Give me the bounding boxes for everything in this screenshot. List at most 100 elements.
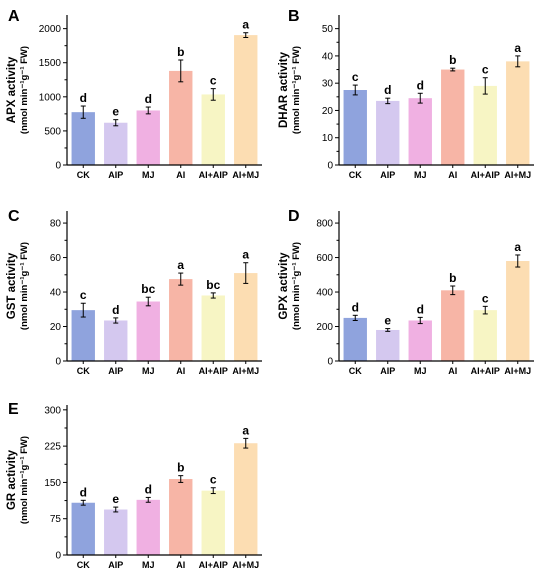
significance-letter: a xyxy=(242,248,249,262)
x-tick-label: AIP xyxy=(380,170,395,180)
y-tick-label: 20 xyxy=(50,322,62,333)
bar-mj xyxy=(136,301,160,361)
significance-letter: a xyxy=(514,41,521,55)
x-tick-label: CK xyxy=(349,170,362,180)
y-axis-label: APX activity xyxy=(6,56,18,123)
bar-ai-plus-aip xyxy=(201,490,225,555)
bar-ai-plus-aip xyxy=(473,85,497,165)
x-tick-label: CK xyxy=(77,170,90,180)
bar-aip xyxy=(104,509,128,555)
y-tick-label: 0 xyxy=(327,161,333,172)
bar-ai-plus-mj xyxy=(234,443,258,555)
panel-letter: A xyxy=(8,8,20,25)
bar-aip xyxy=(376,100,400,165)
bar-ck xyxy=(71,310,95,361)
bar-mj xyxy=(408,320,432,361)
bar-ck xyxy=(343,317,367,361)
significance-letter: e xyxy=(112,105,119,119)
x-tick-label: AIP xyxy=(108,170,123,180)
panel-a: Ad CK e AIP d MJ b AI c AI+AIP a AI+MJ 0 500 1000 1500 2… xyxy=(6,8,262,180)
y-tick-label: 150 xyxy=(44,478,61,489)
x-tick-label: CK xyxy=(77,560,90,568)
panel-e: Ed CK e AIP d MJ b AI c AI+AIP a AI+MJ 0 75 150 225 300 G… xyxy=(6,401,262,568)
significance-letter: a xyxy=(514,240,521,254)
x-tick-label: AI xyxy=(176,560,185,568)
significance-letter: c xyxy=(482,63,489,77)
y-axis-unit: (nmol min⁻¹g⁻¹ FW) xyxy=(19,436,30,524)
bar-mj xyxy=(136,110,160,165)
y-axis-label: DHAR activity xyxy=(278,51,290,128)
significance-letter: d xyxy=(417,302,424,316)
significance-letter: d xyxy=(80,485,87,499)
bar-ai-plus-mj xyxy=(506,261,530,361)
significance-letter: d xyxy=(80,91,87,105)
bar-ai-plus-aip xyxy=(201,94,225,165)
x-tick-label: AI+AIP xyxy=(199,366,228,376)
bar-aip xyxy=(104,122,128,165)
significance-letter: d xyxy=(352,300,359,314)
y-axis-unit: (nmol min⁻¹g⁻¹ FW) xyxy=(291,46,302,134)
x-tick-label: AI+MJ xyxy=(232,560,259,568)
significance-letter: b xyxy=(177,461,184,475)
x-tick-label: AIP xyxy=(108,560,123,568)
y-tick-label: 1000 xyxy=(39,92,62,103)
x-tick-label: AI+MJ xyxy=(232,170,259,180)
panel-letter: E xyxy=(8,401,19,418)
significance-letter: a xyxy=(242,423,249,437)
panel-letter: C xyxy=(8,208,20,225)
panel-d: Dd CK e AIP d MJ b AI c AI+AIP a AI+MJ 0 200 400 600 800… xyxy=(278,208,534,376)
x-tick-label: MJ xyxy=(414,170,427,180)
y-tick-label: 40 xyxy=(50,288,62,299)
y-axis-unit: (nmol min⁻¹g⁻¹ FW) xyxy=(19,242,30,330)
significance-letter: b xyxy=(177,45,184,59)
bar-ai-plus-aip xyxy=(201,295,225,361)
significance-letter: d xyxy=(145,92,152,106)
significance-letter: e xyxy=(384,314,391,328)
significance-letter: b xyxy=(449,53,456,67)
x-tick-label: AI+AIP xyxy=(199,170,228,180)
y-axis-label: GR activity xyxy=(6,449,18,510)
y-tick-label: 0 xyxy=(55,551,61,562)
significance-letter: d xyxy=(384,83,391,97)
y-tick-label: 800 xyxy=(316,219,333,230)
x-tick-label: AI+AIP xyxy=(199,560,228,568)
significance-letter: c xyxy=(482,291,489,305)
y-axis-label: GST activity xyxy=(6,252,18,319)
y-tick-label: 1500 xyxy=(39,58,62,69)
significance-letter: d xyxy=(112,303,119,317)
significance-letter: bc xyxy=(206,278,220,292)
significance-letter: d xyxy=(145,482,152,496)
bar-ai-plus-aip xyxy=(473,310,497,361)
x-tick-label: AI+AIP xyxy=(471,366,500,376)
y-tick-label: 0 xyxy=(55,161,61,172)
significance-letter: c xyxy=(210,74,217,88)
y-tick-label: 30 xyxy=(322,79,334,90)
x-tick-label: MJ xyxy=(142,170,155,180)
bar-ck xyxy=(71,112,95,165)
x-tick-label: AI+MJ xyxy=(504,366,531,376)
bar-ai xyxy=(441,69,465,165)
y-tick-label: 300 xyxy=(44,405,61,416)
bar-aip xyxy=(104,320,128,361)
y-tick-label: 225 xyxy=(44,442,61,453)
significance-letter: e xyxy=(112,492,119,506)
y-tick-label: 50 xyxy=(322,24,334,35)
x-tick-label: MJ xyxy=(142,560,155,568)
y-tick-label: 20 xyxy=(322,106,334,117)
significance-letter: a xyxy=(177,258,184,272)
bar-ck xyxy=(71,502,95,555)
significance-letter: a xyxy=(242,18,249,32)
panel-letter: D xyxy=(288,208,300,225)
bar-ai-plus-mj xyxy=(234,273,258,361)
x-tick-label: AIP xyxy=(380,366,395,376)
y-tick-label: 10 xyxy=(322,133,334,144)
bar-ck xyxy=(343,90,367,165)
y-tick-label: 0 xyxy=(55,357,61,368)
y-tick-label: 60 xyxy=(50,253,62,264)
x-tick-label: AI+MJ xyxy=(232,366,259,376)
bar-ai xyxy=(169,70,193,165)
significance-letter: c xyxy=(80,288,87,302)
x-tick-label: AI+MJ xyxy=(504,170,531,180)
panel-c: Cc CK d AIP bc MJ a AI bc AI+AIP a AI+MJ 0 20 40 60 80 GS… xyxy=(6,208,262,376)
